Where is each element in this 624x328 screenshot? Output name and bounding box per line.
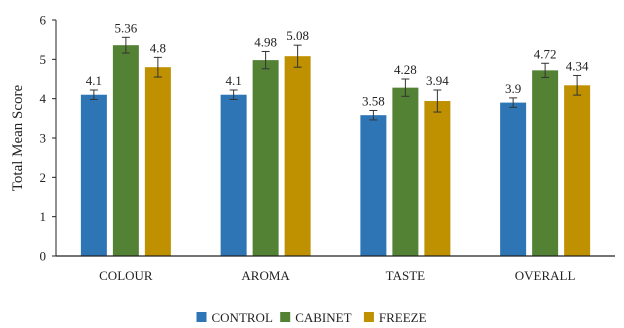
y-tick-label: 6 <box>40 13 47 28</box>
bar-control-overall <box>500 102 527 256</box>
category-label: AROMA <box>241 268 290 283</box>
legend-label-cabinet: CABINET <box>295 310 351 325</box>
data-label: 4.1 <box>86 73 102 88</box>
legend-swatch-control <box>196 312 207 322</box>
data-label: 3.9 <box>505 81 521 96</box>
category-label: OVERALL <box>515 268 576 283</box>
y-tick-label: 1 <box>40 209 47 224</box>
bar-cabinet-colour <box>112 45 139 256</box>
y-tick-label: 3 <box>40 131 47 146</box>
data-label: 4.34 <box>566 58 589 73</box>
error-bars <box>89 36 582 121</box>
data-label: 3.94 <box>426 73 449 88</box>
bar-cabinet-aroma <box>252 60 279 257</box>
data-label: 5.08 <box>286 28 309 43</box>
bar-freeze-overall <box>564 85 591 256</box>
data-label: 4.8 <box>150 40 166 55</box>
bar-control-colour <box>80 94 107 256</box>
category-labels: COLOUR AROMA TASTE OVERALL <box>99 268 575 283</box>
legend-swatch-cabinet <box>280 312 291 322</box>
data-label: 4.72 <box>534 46 557 61</box>
legend-label-control: CONTROL <box>212 310 273 325</box>
y-tick-label: 2 <box>40 170 47 185</box>
legend-swatch-freeze <box>363 312 374 322</box>
data-labels: 4.1 5.36 4.8 4.1 4.98 5.08 3.58 4.28 3.94 3.9 4.72… <box>86 20 589 108</box>
data-label: 5.36 <box>115 20 138 35</box>
y-axis-title: Total Mean Score <box>10 84 26 191</box>
data-label: 4.98 <box>254 34 277 49</box>
bar-cabinet-overall <box>532 70 559 256</box>
axes <box>55 20 615 257</box>
bar-freeze-aroma <box>284 56 311 256</box>
y-tick-label: 0 <box>40 249 47 264</box>
category-label: COLOUR <box>99 268 153 283</box>
bar-control-taste <box>360 115 387 256</box>
bar-freeze-colour <box>144 67 171 256</box>
bars <box>80 45 591 257</box>
data-label: 4.1 <box>226 73 242 88</box>
legend-label-freeze: FREEZE <box>379 310 427 325</box>
category-label: TASTE <box>386 268 425 283</box>
y-axis-ticks: 0 1 2 3 4 5 6 <box>40 13 56 264</box>
legend: CONTROL CABINET FREEZE <box>196 310 427 325</box>
y-tick-label: 5 <box>40 52 47 67</box>
y-tick-label: 4 <box>40 91 47 106</box>
data-label: 3.58 <box>362 93 385 108</box>
bar-freeze-taste <box>424 101 451 256</box>
bar-control-aroma <box>220 94 247 256</box>
data-label: 4.28 <box>394 62 417 77</box>
bar-cabinet-taste <box>392 87 419 256</box>
y-axis-title-group: Total Mean Score <box>10 84 26 191</box>
